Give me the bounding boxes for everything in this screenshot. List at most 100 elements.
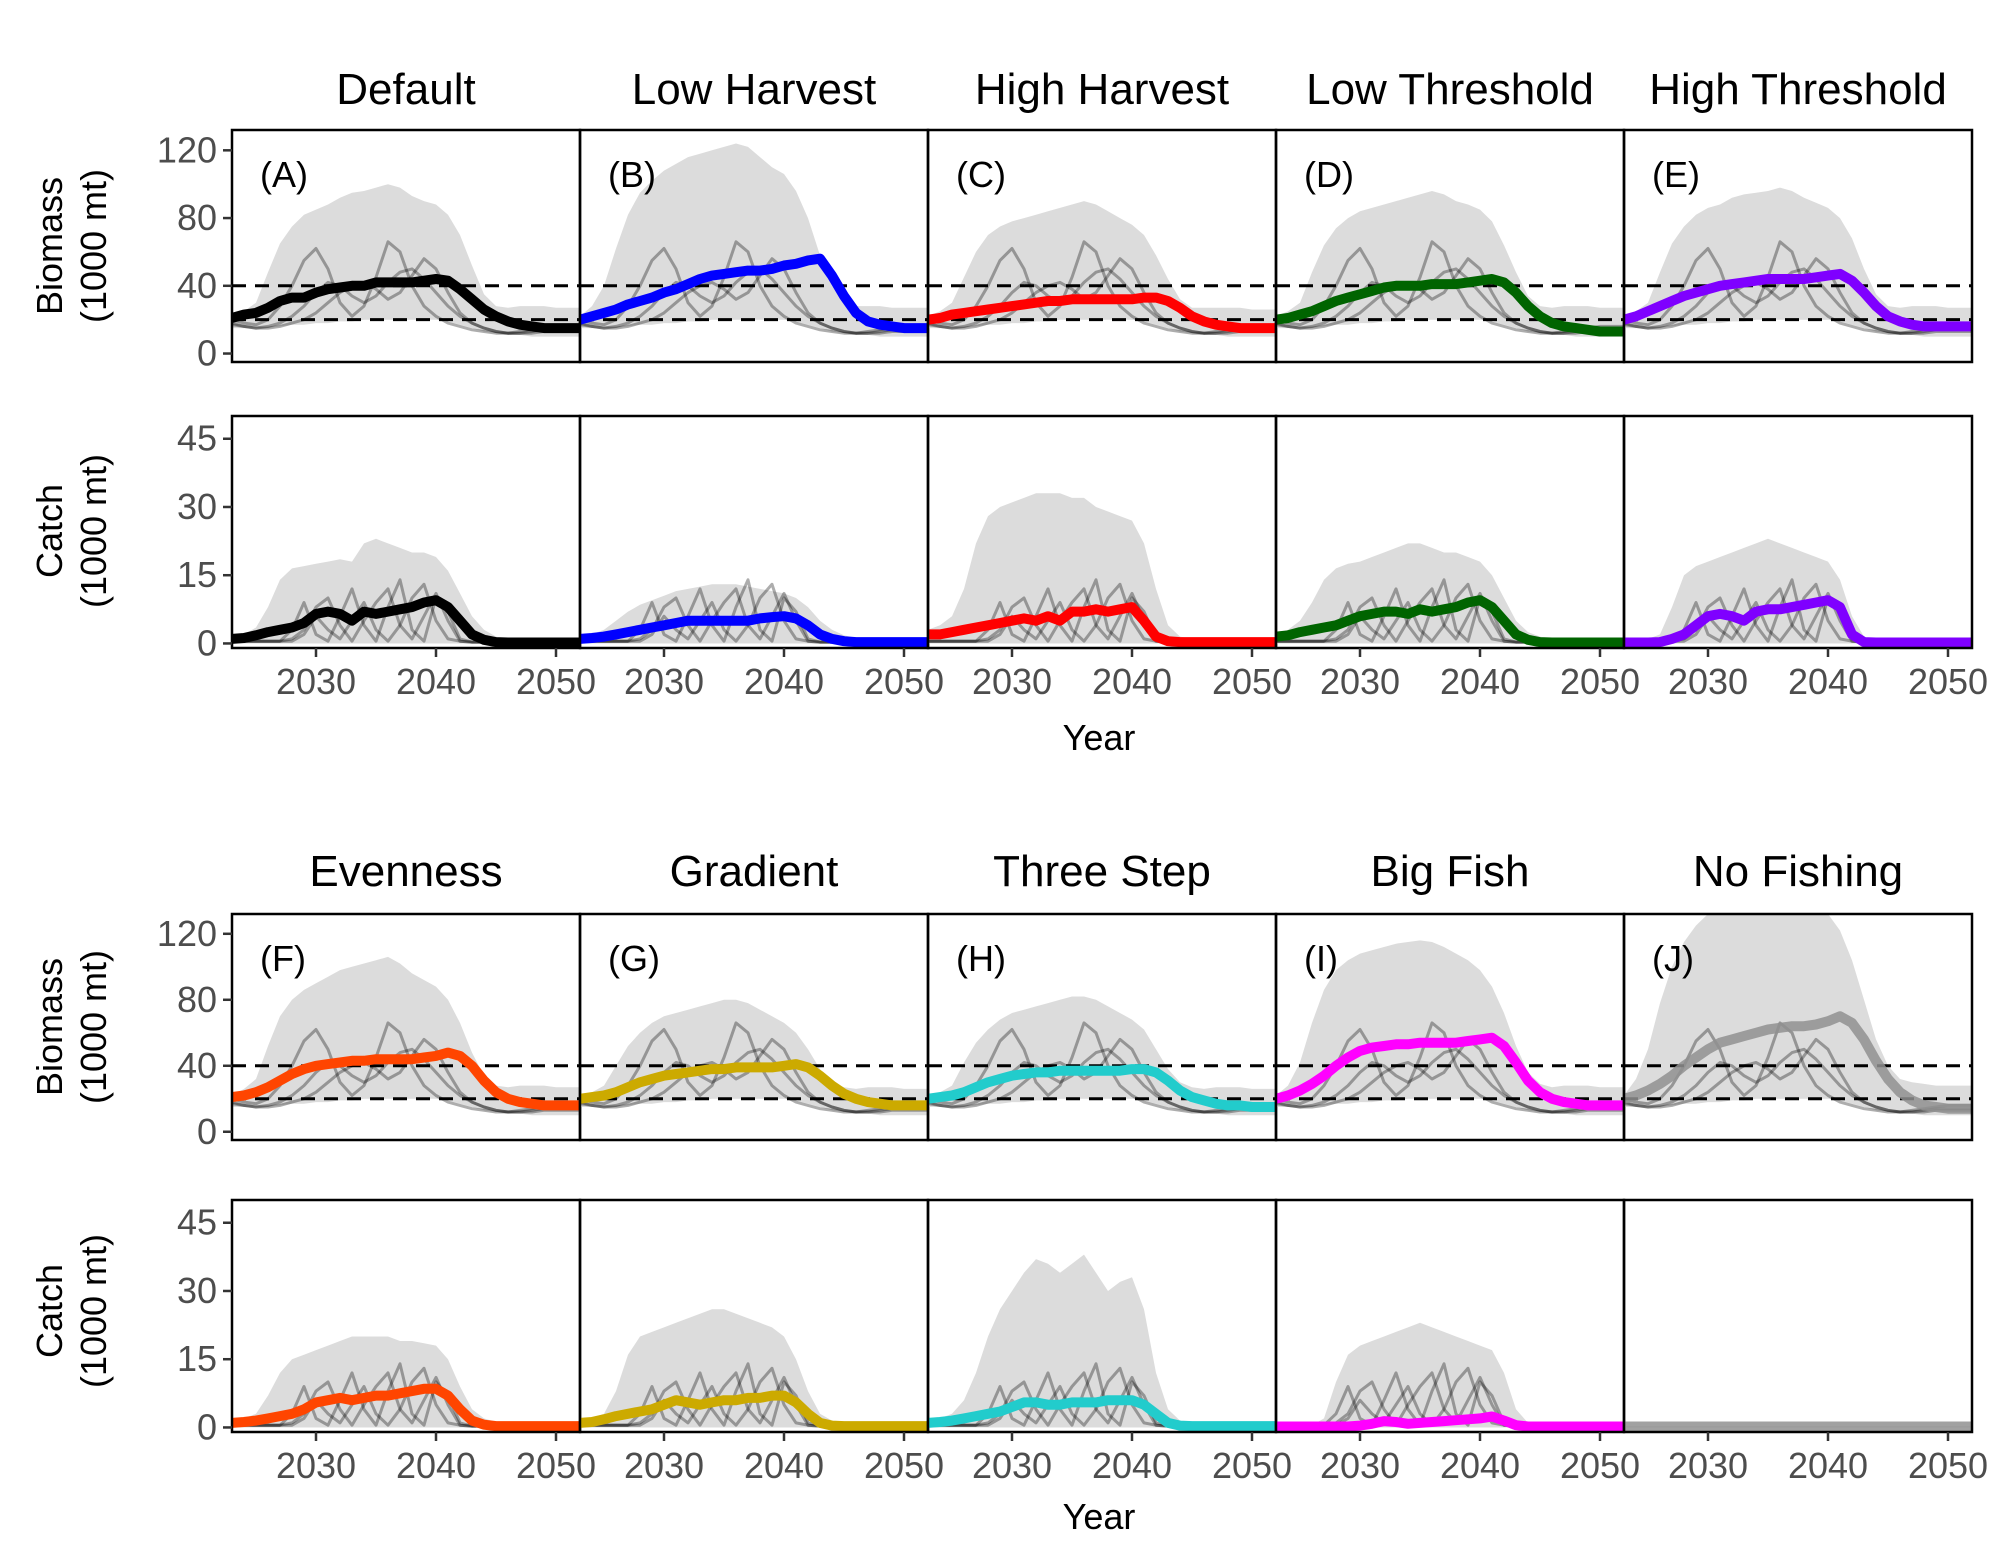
x-tick-label: 2050 <box>864 1445 944 1486</box>
median-line <box>1276 1411 1624 1432</box>
plot-area <box>1276 191 1624 337</box>
example-trajectory-2 <box>1624 267 1972 335</box>
example-trajectory-1 <box>580 1021 928 1114</box>
example-trajectory-1 <box>232 240 580 335</box>
catch-subplot: 2030 2040 2050 <box>578 414 944 702</box>
median-line <box>580 1059 928 1111</box>
uncertainty-band <box>1624 538 1972 644</box>
median-line <box>1624 268 1972 332</box>
y-unit-biomass-bottom: (1000 mt) <box>73 950 114 1104</box>
y-tick-label: 30 <box>177 1270 217 1311</box>
y-tick-label: 0 <box>197 333 217 374</box>
biomass-subplot: (H) <box>926 912 1278 1142</box>
x-tick-label: 2030 <box>972 661 1052 702</box>
y-tick-label: 40 <box>177 1045 217 1086</box>
panel-letter: (B) <box>608 154 656 195</box>
example-trajectory-2 <box>1276 267 1624 335</box>
plot-area <box>1276 543 1624 648</box>
median-line <box>232 1047 580 1111</box>
plot-area <box>928 1254 1276 1432</box>
plot-area <box>1624 538 1972 648</box>
catch-subplot: 0 15 30 45 2030 2040 2050 <box>177 414 596 702</box>
y-tick-label: 15 <box>177 1338 217 1379</box>
plot-area <box>232 538 580 648</box>
example-trajectory-2 <box>1624 1047 1972 1114</box>
uncertainty-band <box>580 1309 928 1428</box>
biomass-subplot: (C) <box>926 128 1278 364</box>
biomass-subplot: (F) 0 40 80 120 <box>157 912 582 1152</box>
example-trajectory-2 <box>1276 1047 1624 1114</box>
plot-area <box>1624 914 1972 1116</box>
x-tick-label: 2030 <box>972 1445 1052 1486</box>
x-tick-label: 2050 <box>1212 661 1292 702</box>
x-tick-label: 2030 <box>1320 661 1400 702</box>
uncertainty-band <box>928 493 1276 644</box>
plot-area <box>580 999 928 1116</box>
example-trajectory-3 <box>1624 1037 1972 1114</box>
panel-big-fish: Big Fish (I) 2030 2040 2050 <box>1274 847 1640 1486</box>
panel-letter: (F) <box>260 938 306 979</box>
example-trajectory-3 <box>1276 1037 1624 1114</box>
panel-border <box>1622 1198 1974 1434</box>
example-trajectory-2 <box>580 1047 928 1114</box>
plot-area <box>580 143 928 337</box>
median-line <box>1276 274 1624 337</box>
example-trajectory-2 <box>928 267 1276 335</box>
x-tick-label: 2050 <box>516 661 596 702</box>
biomass-subplot: (J) <box>1622 912 1974 1142</box>
y-tick-label: 30 <box>177 486 217 527</box>
plot-area <box>232 1336 580 1432</box>
y-label-catch-bottom: Catch <box>29 1264 70 1358</box>
panel-letter: (G) <box>608 938 660 979</box>
example-trajectory-1 <box>928 1021 1276 1114</box>
uncertainty-band <box>1276 1322 1624 1428</box>
y-tick-label: 120 <box>157 913 217 954</box>
catch-subplot: 2030 2040 2050 <box>1274 414 1640 702</box>
panel-high-threshold: High Threshold (E) 2030 2040 2050 <box>1622 65 1988 702</box>
biomass-subplot: (D) <box>1274 128 1626 364</box>
y-label-biomass-bottom: Biomass <box>29 958 70 1096</box>
panel-evenness: Evenness (F) 0 40 80 120 0 15 30 45 2030 2040 2050 <box>157 847 596 1486</box>
y-tick-label: 80 <box>177 979 217 1020</box>
y-unit-biomass-top: (1000 mt) <box>73 169 114 323</box>
example-trajectory-2 <box>928 1047 1276 1114</box>
plot-area <box>928 493 1276 648</box>
x-tick-label: 2030 <box>1320 1445 1400 1486</box>
panel-high-harvest: High Harvest (C) 2030 2040 2050 <box>926 65 1292 702</box>
panel-title: High Threshold <box>1649 65 1947 114</box>
panel-border <box>1622 414 1974 650</box>
uncertainty-band <box>928 1254 1276 1428</box>
plot-area <box>1276 940 1624 1116</box>
plot-area <box>1276 1322 1624 1432</box>
x-tick-label: 2040 <box>1788 1445 1868 1486</box>
median-line <box>1276 595 1624 648</box>
panel-border <box>1622 912 1974 1142</box>
x-axis-label-top: Year <box>1063 717 1136 758</box>
biomass-subplot: (G) <box>578 912 930 1142</box>
x-tick-label: 2050 <box>1908 661 1988 702</box>
median-line <box>928 292 1276 334</box>
panel-letter: (J) <box>1652 938 1694 979</box>
x-tick-label: 2040 <box>1788 661 1868 702</box>
catch-subplot: 0 15 30 45 2030 2040 2050 <box>177 1198 596 1486</box>
panel-letter: (I) <box>1304 938 1338 979</box>
x-tick-label: 2040 <box>744 1445 824 1486</box>
median-line <box>580 611 928 648</box>
panel-gradient: Gradient (G) 2030 2040 2050 <box>578 847 944 1486</box>
panel-low-threshold: Low Threshold (D) 2030 2040 2050 <box>1274 65 1640 702</box>
median-line <box>232 595 580 648</box>
median-line <box>232 274 580 334</box>
panel-no-fishing: No Fishing (J) 2030 2040 2050 <box>1622 847 1988 1486</box>
y-label-biomass-top: Biomass <box>29 177 70 315</box>
median-line <box>1624 1011 1972 1114</box>
example-trajectory-1 <box>232 1021 580 1114</box>
x-tick-label: 2040 <box>1440 661 1520 702</box>
x-axis-label-bottom: Year <box>1063 1496 1136 1537</box>
y-tick-label: 15 <box>177 554 217 595</box>
biomass-subplot: (B) <box>578 128 930 364</box>
example-trajectory-2 <box>232 1047 580 1114</box>
catch-subplot: 2030 2040 2050 <box>1274 1198 1640 1486</box>
plot-area <box>580 578 928 648</box>
